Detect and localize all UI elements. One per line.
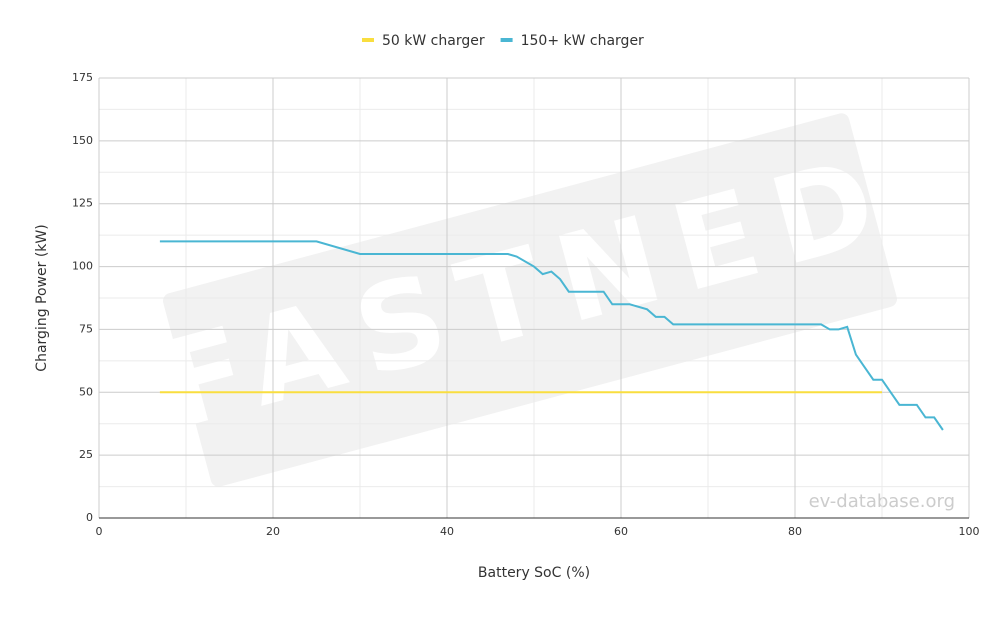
legend-swatch (500, 38, 513, 42)
data-line (159, 240, 944, 431)
logo-watermark-box (163, 113, 897, 487)
legend-label: 150+ kW charger (521, 33, 644, 49)
y-tick-label: 75 (79, 322, 93, 335)
y-tick-label: 125 (72, 197, 93, 210)
y-tick-label: 50 (79, 385, 93, 398)
x-tick-label: 60 (614, 525, 628, 538)
y-tick-label: 0 (86, 511, 93, 524)
x-tick-label: 20 (266, 525, 280, 538)
y-axis-title: Charging Power (kW) (34, 224, 50, 371)
logo-watermark: FASTNED (147, 113, 909, 487)
y-tick-label: 100 (72, 260, 93, 273)
y-tick-label: 175 (72, 71, 93, 84)
x-tick-label: 80 (788, 525, 802, 538)
x-tick-label: 40 (440, 525, 454, 538)
x-tick-label: 100 (959, 525, 980, 538)
x-tick-label: 0 (96, 525, 103, 538)
y-tick-label: 150 (72, 134, 93, 147)
x-axis-title: Battery SoC (%) (478, 565, 590, 581)
legend-label: 50 kW charger (382, 33, 485, 49)
legend-swatch (362, 38, 374, 42)
y-tick-label: 25 (79, 448, 93, 461)
